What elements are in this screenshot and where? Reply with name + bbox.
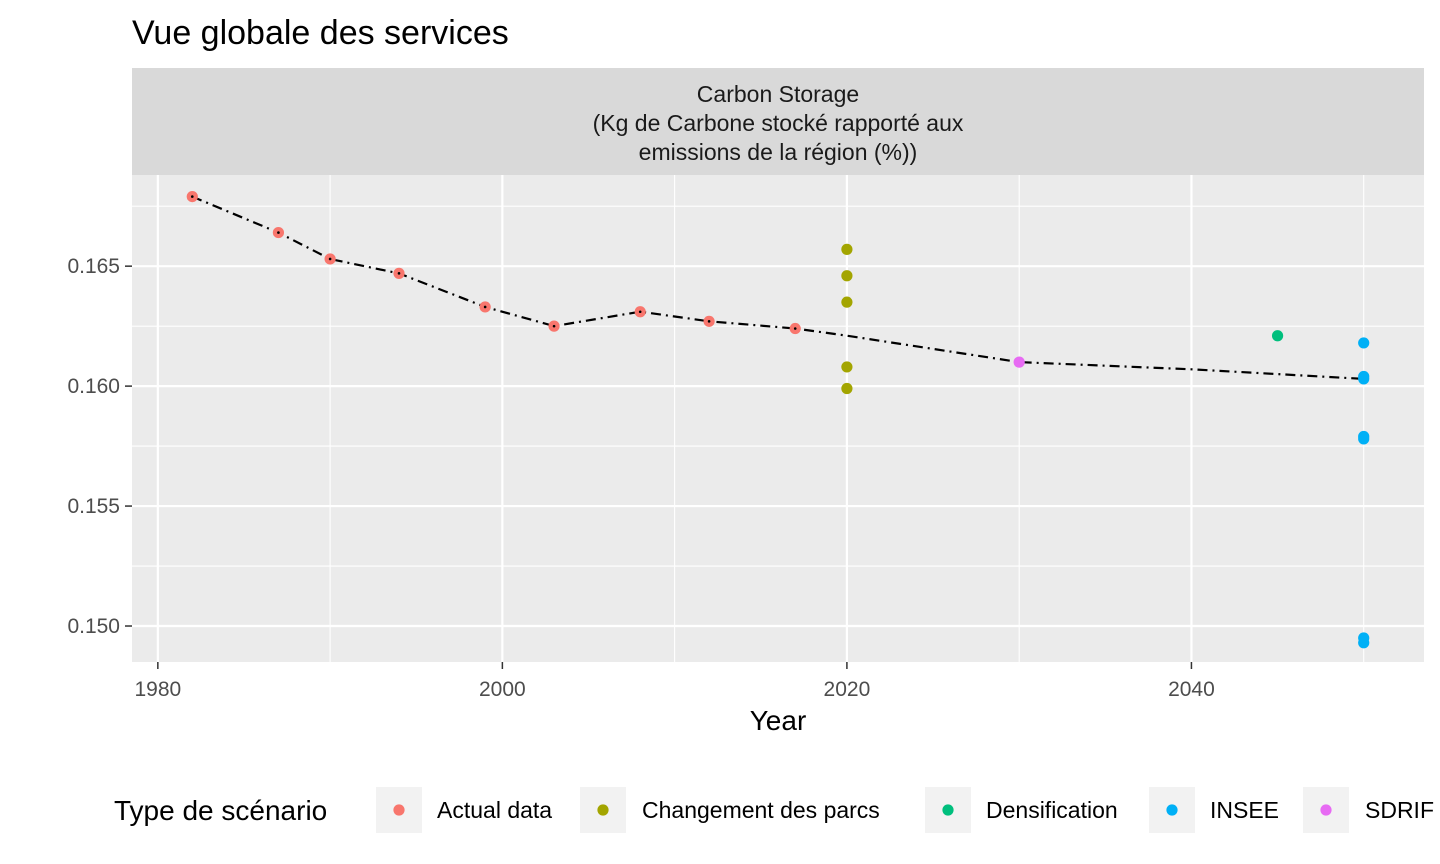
plot-panel [132, 175, 1424, 662]
x-tick-label: 1980 [134, 678, 181, 701]
x-tick-label: 2020 [824, 678, 871, 701]
y-tick-label: 0.165 [67, 255, 120, 278]
legend-label-actual-data: Actual data [437, 797, 552, 823]
axes: 1980 2000 2020 2040 0.150 0.155 0.160 0.165 [67, 255, 1214, 701]
x-axis-title: Year [750, 705, 807, 736]
legend-label-insee: INSEE [1210, 797, 1279, 823]
point-insee [1358, 433, 1370, 445]
trend-vertex-marker [190, 195, 194, 198]
trend-vertex-marker [793, 327, 797, 330]
trend-vertex-marker [483, 305, 487, 309]
trend-vertex-marker [277, 231, 280, 234]
legend-swatch-changement-des-parcs [597, 804, 609, 816]
y-tick-label: 0.155 [67, 495, 120, 518]
point-changement-des-parcs [841, 243, 853, 255]
trend-vertex-marker [638, 310, 642, 314]
legend-swatch-sdrif [1320, 804, 1332, 816]
y-tick-label: 0.160 [67, 375, 120, 398]
legend-swatch-actual-data [393, 804, 405, 816]
trend-vertex-marker [552, 324, 556, 328]
point-sdrif [1013, 356, 1025, 368]
legend-label-densification: Densification [986, 797, 1118, 823]
point-changement-des-parcs [841, 361, 853, 373]
point-insee [1358, 373, 1370, 385]
legend-title: Type de scénario [114, 795, 327, 826]
facet-label-line-1: Carbon Storage [697, 81, 859, 107]
facet-strip [132, 68, 1424, 175]
facet-label-line-2: (Kg de Carbone stocké rapporté aux [593, 110, 964, 136]
x-tick-label: 2040 [1168, 678, 1215, 701]
y-tick-label: 0.150 [67, 615, 120, 638]
data-points [186, 190, 1370, 649]
legend-swatch-insee [1166, 804, 1178, 816]
point-densification [1271, 330, 1284, 342]
legend-label-changement-des-parcs: Changement des parcs [642, 797, 880, 823]
point-insee [1358, 637, 1370, 649]
trend-vertex-marker [397, 272, 401, 275]
point-changement-des-parcs [841, 382, 853, 395]
gridlines [132, 175, 1424, 662]
trend-vertex-marker [707, 320, 711, 323]
point-insee [1358, 337, 1370, 349]
point-changement-des-parcs [841, 296, 853, 308]
legend-label-sdrif: SDRIF [1365, 797, 1434, 823]
chart-title: Vue globale des services [132, 14, 509, 52]
legend-swatch-densification [942, 804, 954, 816]
point-changement-des-parcs [841, 270, 853, 282]
legend: Type de scénario Actual data Changement d… [114, 787, 1434, 833]
facet-label-line-3: emissions de la région (%)) [639, 139, 918, 165]
trend-vertex-marker [328, 257, 332, 261]
x-tick-label: 2000 [479, 678, 526, 701]
